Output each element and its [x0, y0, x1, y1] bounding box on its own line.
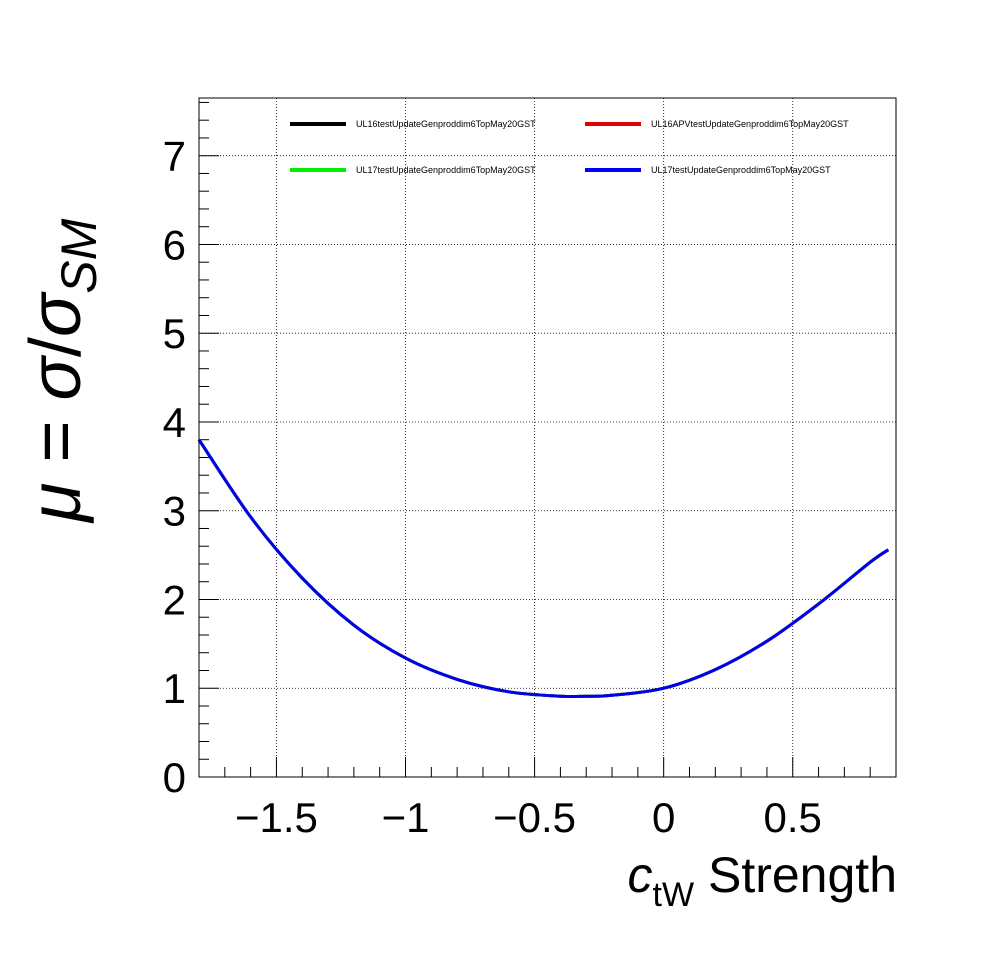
y-tick-label: 0 [163, 754, 186, 801]
legend-label-2: UL16APVtestUpdateGenproddim6TopMay20GST [651, 119, 849, 129]
x-tick-label: 0.5 [764, 794, 822, 841]
legend-label-1: UL16testUpdateGenproddim6TopMay20GST [356, 119, 536, 129]
series-line-2 [197, 438, 890, 699]
y-tick-label: 5 [163, 310, 186, 357]
legend: UL16testUpdateGenproddim6TopMay20GST UL16… [290, 119, 849, 175]
series-line-4 [197, 438, 890, 699]
legend-label-3: UL17testUpdateGenproddim6TopMay20GST [356, 165, 536, 175]
grid-lines [199, 98, 896, 777]
y-tick-label: 7 [163, 133, 186, 180]
x-tick-labels: −1.5 −1 −0.5 0 0.5 [235, 794, 822, 841]
x-tick-label: 0 [652, 794, 675, 841]
x-axis-rest: Strength [694, 847, 897, 903]
x-axis-var: c [628, 847, 653, 903]
y-tick-labels: 0 1 2 3 4 5 6 7 [163, 133, 186, 801]
y-axis-title: μ = σ/σSM [16, 218, 107, 524]
axis-ticks [198, 101, 897, 778]
x-tick-label: −1.5 [235, 794, 318, 841]
y-tick-label: 1 [163, 665, 186, 712]
x-tick-label: −1 [382, 794, 430, 841]
y-tick-label: 6 [163, 221, 186, 268]
y-tick-label: 3 [163, 488, 186, 535]
x-axis-title: ctW Strength [628, 847, 897, 914]
x-axis-sub: tW [653, 876, 695, 914]
y-axis-mu: μ [16, 483, 96, 524]
y-tick-label: 2 [163, 576, 186, 623]
series-line-1 [197, 438, 890, 699]
y-axis-slash: / [16, 337, 96, 357]
y-axis-sub: SM [51, 218, 107, 293]
x-tick-label: −0.5 [493, 794, 576, 841]
y-axis-sigma-sm: σ [16, 291, 96, 337]
y-axis-sigma: σ [16, 354, 96, 400]
series-line-3 [197, 438, 890, 699]
y-axis-eq: = [16, 400, 96, 482]
y-tick-label: 4 [163, 399, 186, 446]
plot-frame [198, 97, 897, 778]
legend-label-4: UL17testUpdateGenproddim6TopMay20GST [651, 165, 831, 175]
series-lines [197, 438, 890, 699]
